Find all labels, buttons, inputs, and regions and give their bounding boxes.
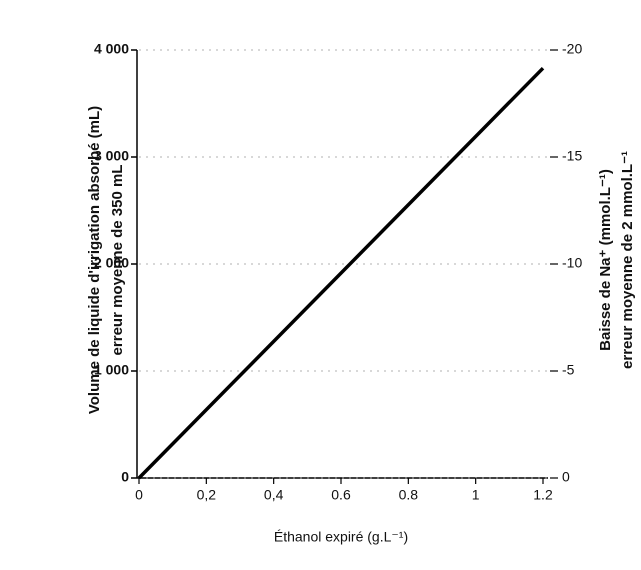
y2-tick-label: -15: [562, 148, 582, 164]
y-axis-title: erreur moyenne de 350 mL: [109, 165, 126, 356]
x-tick-label: 0,2: [197, 487, 217, 503]
y2-axis-title: erreur moyenne de 2 mmol.L⁻¹: [619, 151, 636, 369]
data-line: [137, 66, 545, 480]
y-tick-label: 1 000: [94, 362, 129, 378]
y-tick-label: 3 000: [94, 148, 129, 164]
y-tick-label: 2 000: [94, 255, 129, 271]
x-axis-title: Éthanol expiré (g.L⁻¹): [274, 529, 408, 545]
x-tick-label: 1: [472, 487, 480, 503]
y2-tick-label: -10: [562, 255, 582, 271]
x-tick-label: 0: [135, 487, 143, 503]
x-tick-label: 0.8: [399, 487, 419, 503]
x-tick-label: 0.6: [331, 487, 351, 503]
y2-tick-label: 0: [562, 469, 570, 485]
y2-tick-label: -5: [562, 362, 575, 378]
y-tick-label: 4 000: [94, 41, 129, 57]
y2-axis-title: Baisse de Na⁺ (mmol.L⁻¹): [597, 169, 614, 351]
x-tick-label: 1.2: [533, 487, 553, 503]
y-tick-label: 0: [121, 469, 129, 485]
y2-tick-label: -20: [562, 41, 582, 57]
x-tick-label: 0,4: [264, 487, 284, 503]
y-axis-title: Volume de liquide d'irrigation absorbé (…: [86, 106, 103, 414]
